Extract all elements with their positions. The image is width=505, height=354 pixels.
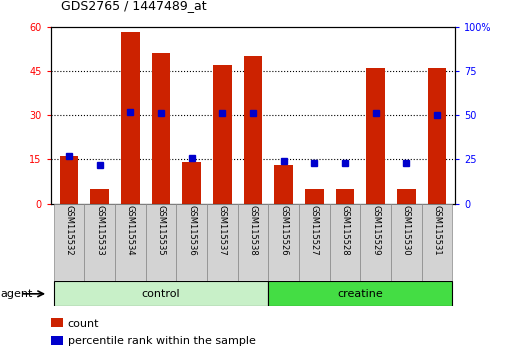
Bar (360, 204, 390, 281)
Bar (335, 189, 353, 204)
Text: GSM115535: GSM115535 (156, 205, 165, 256)
Bar (121, 33, 139, 204)
Text: GSM115531: GSM115531 (432, 205, 441, 256)
Text: percentile rank within the sample: percentile rank within the sample (68, 336, 255, 346)
Text: GSM115529: GSM115529 (371, 205, 379, 256)
Bar (366, 68, 384, 204)
Bar (421, 204, 451, 281)
Bar (396, 189, 415, 204)
Text: GSM115526: GSM115526 (279, 205, 287, 256)
Bar (268, 281, 451, 306)
Bar (274, 165, 292, 204)
Bar (182, 162, 200, 204)
Text: GSM115534: GSM115534 (126, 205, 134, 256)
Bar (115, 204, 145, 281)
Bar (176, 204, 207, 281)
Bar (145, 204, 176, 281)
Bar (390, 204, 421, 281)
Text: GSM115530: GSM115530 (401, 205, 410, 256)
Bar (60, 156, 78, 204)
Bar (54, 281, 268, 306)
Bar (243, 56, 262, 204)
Bar (90, 189, 109, 204)
Bar (84, 204, 115, 281)
Bar (305, 189, 323, 204)
Bar (207, 204, 237, 281)
Bar (329, 204, 360, 281)
Text: agent: agent (0, 289, 32, 299)
Text: GSM115537: GSM115537 (218, 205, 226, 256)
Bar (50, 318, 63, 327)
Text: creatine: creatine (337, 289, 382, 299)
Bar (268, 204, 298, 281)
Bar (50, 336, 63, 345)
Text: GSM115533: GSM115533 (95, 205, 104, 256)
Text: control: control (141, 289, 180, 299)
Bar (152, 53, 170, 204)
Text: GSM115532: GSM115532 (64, 205, 73, 256)
Text: count: count (68, 319, 99, 329)
Bar (298, 204, 329, 281)
Text: GSM115536: GSM115536 (187, 205, 196, 256)
Bar (427, 68, 445, 204)
Bar (237, 204, 268, 281)
Text: GSM115527: GSM115527 (309, 205, 318, 256)
Bar (213, 65, 231, 204)
Text: GDS2765 / 1447489_at: GDS2765 / 1447489_at (61, 0, 206, 12)
Text: GSM115538: GSM115538 (248, 205, 257, 256)
Bar (54, 204, 84, 281)
Text: GSM115528: GSM115528 (340, 205, 349, 256)
